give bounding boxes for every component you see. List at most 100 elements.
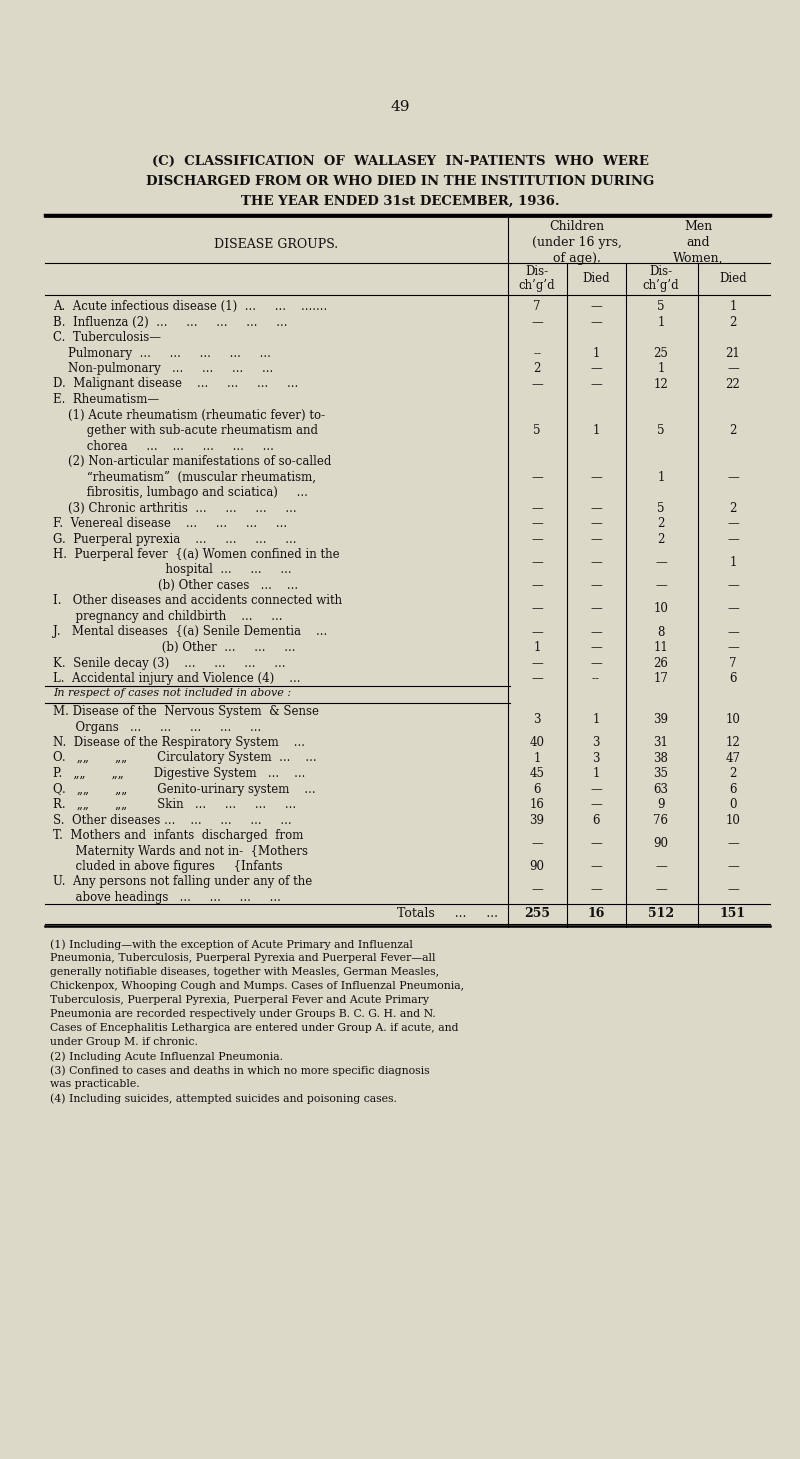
Text: cluded in above figures     {Infants: cluded in above figures {Infants: [53, 859, 282, 872]
Text: —: —: [590, 798, 602, 811]
Text: —: —: [590, 471, 602, 484]
Text: U.  Any persons not falling under any of the: U. Any persons not falling under any of …: [53, 875, 312, 889]
Text: A.  Acute infectious disease (1)  ...     ...    .......: A. Acute infectious disease (1) ... ... …: [53, 301, 327, 314]
Text: Pneumonia are recorded respectively under Groups B. C. G. H. and N.: Pneumonia are recorded respectively unde…: [50, 1010, 436, 1018]
Text: “rheumatism”  (muscular rheumatism,: “rheumatism” (muscular rheumatism,: [53, 470, 316, 483]
Text: —: —: [531, 471, 543, 484]
Text: Children: Children: [550, 220, 605, 233]
Text: 25: 25: [654, 347, 669, 360]
Text: —: —: [590, 626, 602, 639]
Text: D.  Malignant disease    ...     ...     ...     ...: D. Malignant disease ... ... ... ...: [53, 378, 298, 391]
Text: 9: 9: [658, 798, 665, 811]
Text: 39: 39: [654, 713, 669, 727]
Text: —: —: [590, 861, 602, 874]
Text: —: —: [727, 518, 739, 530]
Text: 1: 1: [592, 713, 600, 727]
Text: (b) Other  ...     ...     ...: (b) Other ... ... ...: [53, 641, 295, 654]
Text: chorea     ...    ...     ...     ...     ...: chorea ... ... ... ... ...: [53, 439, 274, 452]
Text: 6: 6: [592, 814, 600, 827]
Text: Pneumonia, Tuberculosis, Puerperal Pyrexia and Puerperal Fever—all: Pneumonia, Tuberculosis, Puerperal Pyrex…: [50, 953, 435, 963]
Text: —: —: [531, 657, 543, 670]
Text: 2: 2: [534, 362, 541, 375]
Text: 2: 2: [730, 767, 737, 781]
Text: —: —: [531, 533, 543, 546]
Text: E.  Rheumatism—: E. Rheumatism—: [53, 392, 159, 406]
Text: (b) Other cases   ...    ...: (b) Other cases ... ...: [53, 579, 298, 592]
Text: 5: 5: [658, 301, 665, 314]
Text: 1: 1: [592, 347, 600, 360]
Text: 1: 1: [658, 471, 665, 484]
Text: --: --: [592, 673, 600, 686]
Text: O.   „„       „„        Circulatory System  ...    ...: O. „„ „„ Circulatory System ... ...: [53, 751, 317, 765]
Text: 17: 17: [654, 673, 669, 686]
Text: —: —: [727, 884, 739, 896]
Text: —: —: [590, 362, 602, 375]
Text: 2: 2: [658, 533, 665, 546]
Text: gether with sub-acute rheumatism and: gether with sub-acute rheumatism and: [53, 425, 318, 438]
Text: (3) Chronic arthritis  ...     ...     ...     ...: (3) Chronic arthritis ... ... ... ...: [53, 502, 297, 515]
Text: —: —: [727, 626, 739, 639]
Text: (2) Non-articular manifestations of so-called: (2) Non-articular manifestations of so-c…: [53, 455, 331, 468]
Text: DISCHARGED FROM OR WHO DIED IN THE INSTITUTION DURING: DISCHARGED FROM OR WHO DIED IN THE INSTI…: [146, 175, 654, 188]
Text: pregnancy and childbirth    ...     ...: pregnancy and childbirth ... ...: [53, 610, 282, 623]
Text: 63: 63: [654, 782, 669, 795]
Text: Non-pulmonary   ...     ...     ...     ...: Non-pulmonary ... ... ... ...: [53, 362, 274, 375]
Text: 7: 7: [534, 301, 541, 314]
Text: Tuberculosis, Puerperal Pyrexia, Puerperal Fever and Acute Primary: Tuberculosis, Puerperal Pyrexia, Puerper…: [50, 995, 429, 1005]
Text: 5: 5: [658, 502, 665, 515]
Text: —: —: [590, 378, 602, 391]
Text: Organs   ...     ...     ...     ...     ...: Organs ... ... ... ... ...: [53, 721, 262, 734]
Text: —: —: [590, 518, 602, 530]
Text: C.  Tuberculosis—: C. Tuberculosis—: [53, 331, 161, 344]
Text: 38: 38: [654, 751, 669, 765]
Text: 1: 1: [730, 301, 737, 314]
Text: S.  Other diseases ...    ...     ...     ...     ...: S. Other diseases ... ... ... ... ...: [53, 814, 292, 826]
Text: (C)  CLASSIFICATION  OF  WALLASEY  IN-PATIENTS  WHO  WERE: (C) CLASSIFICATION OF WALLASEY IN-PATIEN…: [151, 155, 649, 168]
Text: 16: 16: [530, 798, 545, 811]
Text: of age).: of age).: [553, 252, 601, 266]
Text: 6: 6: [730, 673, 737, 686]
Text: 39: 39: [530, 814, 545, 827]
Text: 10: 10: [726, 814, 741, 827]
Text: 21: 21: [726, 347, 740, 360]
Text: --: --: [533, 347, 541, 360]
Text: DISEASE GROUPS.: DISEASE GROUPS.: [214, 238, 338, 251]
Text: —: —: [590, 837, 602, 851]
Text: (under 16 yrs,: (under 16 yrs,: [532, 236, 622, 249]
Text: —: —: [531, 626, 543, 639]
Text: —: —: [727, 533, 739, 546]
Text: —: —: [590, 556, 602, 569]
Text: I.   Other diseases and accidents connected with: I. Other diseases and accidents connecte…: [53, 594, 342, 607]
Text: 90: 90: [530, 861, 545, 874]
Text: (1) Acute rheumatism (rheumatic fever) to-: (1) Acute rheumatism (rheumatic fever) t…: [53, 409, 325, 422]
Text: H.  Puerperal fever  {(a) Women confined in the: H. Puerperal fever {(a) Women confined i…: [53, 549, 340, 562]
Text: 2: 2: [730, 315, 737, 328]
Text: 10: 10: [726, 713, 741, 727]
Text: 1: 1: [658, 315, 665, 328]
Text: 76: 76: [654, 814, 669, 827]
Text: 12: 12: [726, 737, 740, 750]
Text: —: —: [590, 502, 602, 515]
Text: —: —: [590, 884, 602, 896]
Text: T.  Mothers and  infants  discharged  from: T. Mothers and infants discharged from: [53, 829, 303, 842]
Text: 3: 3: [592, 751, 600, 765]
Text: (3) Confined to cases and deaths in which no more specific diagnosis: (3) Confined to cases and deaths in whic…: [50, 1065, 430, 1075]
Text: 35: 35: [654, 767, 669, 781]
Text: Dis-: Dis-: [526, 266, 549, 279]
Text: (1) Including—with the exception of Acute Primary and Influenzal: (1) Including—with the exception of Acut…: [50, 940, 413, 950]
Text: Died: Died: [719, 271, 747, 285]
Text: —: —: [655, 884, 667, 896]
Text: 31: 31: [654, 737, 669, 750]
Text: —: —: [655, 579, 667, 592]
Text: —: —: [531, 579, 543, 592]
Text: (4) Including suicides, attempted suicides and poisoning cases.: (4) Including suicides, attempted suicid…: [50, 1093, 397, 1103]
Text: —: —: [590, 603, 602, 616]
Text: 3: 3: [534, 713, 541, 727]
Text: —: —: [590, 657, 602, 670]
Text: —: —: [727, 861, 739, 874]
Text: Cases of Encephalitis Lethargica are entered under Group A. if acute, and: Cases of Encephalitis Lethargica are ent…: [50, 1023, 458, 1033]
Text: generally notifiable diseases, together with Measles, German Measles,: generally notifiable diseases, together …: [50, 967, 439, 978]
Text: —: —: [727, 471, 739, 484]
Text: J.   Mental diseases  {(a) Senile Dementia    ...: J. Mental diseases {(a) Senile Dementia …: [53, 626, 327, 639]
Text: Maternity Wards and not in-  {Mothers: Maternity Wards and not in- {Mothers: [53, 845, 308, 858]
